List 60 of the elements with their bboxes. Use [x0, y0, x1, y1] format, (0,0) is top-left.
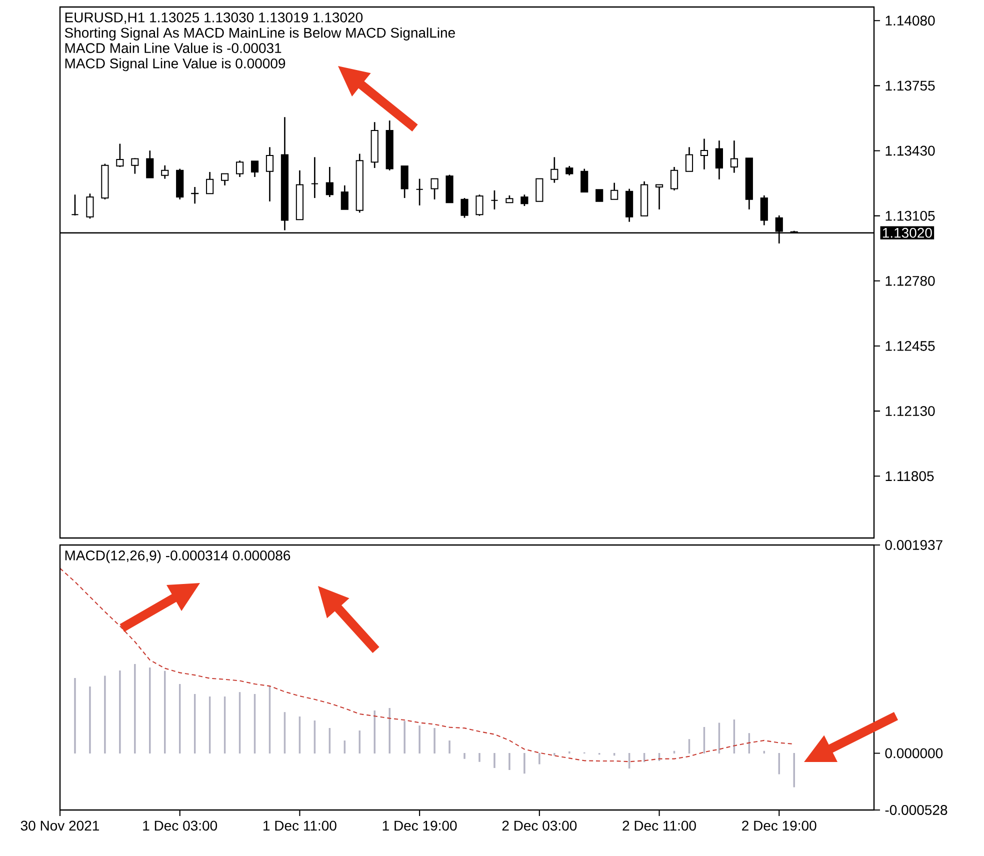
candlestick	[116, 143, 124, 168]
x-tick-label: 2 Dec 19:00	[742, 820, 816, 831]
candlestick	[430, 178, 438, 200]
candlestick	[476, 194, 484, 216]
chart-title: EURUSD,H1 1.13025 1.13030 1.13019 1.13020	[65, 12, 363, 24]
candlestick	[161, 164, 169, 180]
candlestick	[610, 182, 618, 200]
x-tick-label: 30 Nov 2021	[20, 820, 99, 831]
y-tick-label: 1.12455	[886, 341, 935, 351]
y-tick-label: 1.12130	[886, 406, 935, 416]
candlestick	[416, 178, 424, 206]
candlestick	[86, 192, 94, 220]
candlestick	[400, 165, 408, 199]
candlestick	[266, 146, 274, 202]
candlestick	[131, 157, 139, 174]
candlestick	[520, 194, 528, 207]
candlestick	[460, 197, 468, 218]
x-tick-label: 1 Dec 03:00	[143, 820, 218, 831]
candlestick	[71, 194, 79, 216]
candlestick	[550, 156, 558, 184]
candlestick	[596, 188, 604, 202]
x-tick-label: 2 Dec 11:00	[622, 820, 696, 831]
y-tick-label: 1.14080	[886, 16, 935, 26]
candlestick	[250, 160, 259, 178]
chart-title: MACD(12,26,9) -0.000314 0.000086	[65, 550, 290, 564]
candlestick	[655, 184, 664, 210]
y-tick-label: 0.000000	[885, 748, 943, 758]
line-series	[59, 568, 795, 762]
candlestick	[536, 178, 544, 202]
candlestick	[221, 173, 229, 186]
y-tick-label: 1.13430	[886, 146, 935, 156]
candlestick	[326, 166, 334, 198]
candlestick	[236, 160, 244, 178]
candlestick	[490, 190, 498, 210]
candlestick	[146, 150, 154, 178]
candlestick	[206, 171, 214, 194]
annotation: MACD Signal Line Value is 0.00009	[65, 58, 286, 72]
x-tick-label: 1 Dec 19:00	[382, 820, 457, 831]
candlestick	[670, 166, 678, 192]
y-tick-label: 1.11805	[886, 471, 934, 482]
candlestick	[191, 186, 199, 204]
candlestick	[566, 165, 574, 176]
candlestick	[685, 146, 694, 172]
candlestick	[700, 138, 708, 170]
y-tick-label: 1.12780	[886, 276, 935, 286]
candlestick	[730, 140, 738, 174]
x-tick-label: 1 Dec 11:00	[264, 820, 336, 831]
candlestick	[760, 194, 768, 226]
y-tick-label: 0.001937	[885, 540, 942, 550]
candlestick	[715, 140, 723, 180]
x-tick-label: 2 Dec 03:00	[502, 820, 577, 831]
annotation: Shorting Signal As MACD MainLine is Below MACD SignalLine	[64, 27, 455, 40]
annotation: MACD Main Line Value is -0.00031	[65, 42, 282, 54]
candlestick	[580, 168, 588, 193]
candlestick	[340, 184, 348, 210]
ref-line-label: 1.13020	[882, 228, 932, 238]
candlestick	[310, 156, 318, 199]
y-tick-label: 1.13755	[886, 80, 935, 91]
y-tick-label: 1.13105	[886, 210, 935, 221]
y-tick-label: -0.000528	[885, 805, 948, 815]
